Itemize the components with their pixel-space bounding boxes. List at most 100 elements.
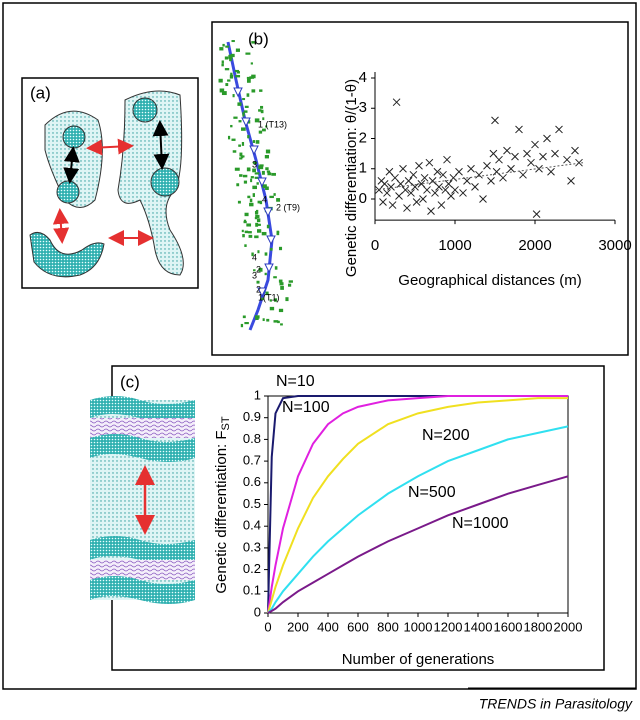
scatter-point <box>427 207 435 215</box>
x-tick-label: 1600 <box>494 619 523 634</box>
marker-stroke <box>419 195 427 203</box>
vegetation-dot <box>252 168 255 173</box>
arrow <box>86 138 134 156</box>
vegetation-dot <box>230 72 233 76</box>
patch <box>62 125 86 149</box>
marker-stroke <box>523 149 531 158</box>
vegetation-dot <box>229 58 232 62</box>
marker-stroke <box>479 195 487 203</box>
transect-marker <box>257 177 267 188</box>
vegetation-dot <box>240 323 244 328</box>
scatter-point <box>404 176 413 185</box>
vegetation-dot <box>232 94 235 98</box>
vegetation-dot <box>254 118 260 123</box>
marker-stroke <box>403 204 411 212</box>
marker-stroke <box>383 189 391 197</box>
vegetation-dot <box>258 130 263 134</box>
scatter-point <box>567 176 575 185</box>
scatter-point <box>411 183 419 191</box>
vegetation-dot <box>237 200 241 204</box>
vegetation-dot <box>224 68 230 71</box>
vegetation-dot <box>246 76 252 79</box>
scatter-point <box>483 161 491 170</box>
scatter-point <box>503 146 511 155</box>
vegetation-dot <box>254 235 259 239</box>
transect-map <box>218 40 293 331</box>
scatter-point <box>403 204 411 212</box>
marker-stroke <box>437 201 446 209</box>
marker-stroke <box>427 207 435 215</box>
vegetation-dot <box>262 318 265 322</box>
scatter-point <box>539 152 547 161</box>
x-tick-label: 1800 <box>524 619 553 634</box>
vegetation-dot <box>255 140 260 144</box>
transect-marker <box>266 235 276 246</box>
vegetation-dot <box>258 109 262 112</box>
vegetation-dot <box>249 198 253 203</box>
series-label: N=1000 <box>452 515 509 532</box>
scatter-point <box>523 149 531 158</box>
vegetation-dot <box>242 98 246 101</box>
scatter-point <box>551 149 559 158</box>
vegetation-dot <box>280 286 284 290</box>
patch <box>29 231 105 278</box>
vegetation-dot <box>222 43 225 47</box>
marker-stroke <box>391 173 399 182</box>
vegetation-dot <box>257 229 262 233</box>
vegetation-dot <box>285 297 289 302</box>
vegetation-dot <box>236 71 240 74</box>
scatter-point <box>435 183 443 191</box>
marker-stroke <box>487 176 495 185</box>
map-label: 3 <box>252 270 257 280</box>
vegetation-dot <box>228 54 232 59</box>
vegetation-dot <box>232 150 237 153</box>
series-label: N=200 <box>422 427 470 444</box>
vegetation-dot <box>247 195 251 199</box>
scatter-point <box>383 189 391 197</box>
vegetation-dot <box>243 180 248 184</box>
marker-stroke <box>443 155 451 164</box>
scatter-point <box>447 192 455 200</box>
marker-stroke <box>387 183 395 191</box>
vegetation-dot <box>244 105 249 108</box>
vegetation-dot <box>246 93 250 97</box>
scatter-point <box>409 170 418 179</box>
scatter-point <box>519 170 527 179</box>
vegetation-dot <box>229 74 234 79</box>
scatter-point <box>475 170 483 179</box>
scatter-point <box>511 152 519 161</box>
y-tick-label: 0.5 <box>243 496 261 511</box>
scatter-point <box>527 158 535 167</box>
vegetation-dot <box>264 272 267 276</box>
vegetation-dot <box>225 45 230 48</box>
vegetation-dot <box>261 170 265 175</box>
marker-stroke <box>392 98 401 107</box>
vegetation-dot <box>264 252 268 256</box>
marker-stroke <box>385 167 394 176</box>
y-tick-label: 0.1 <box>243 583 261 598</box>
vegetation-dot <box>257 250 260 254</box>
vegetation-dot <box>273 193 276 196</box>
vegetation-dot <box>254 216 258 220</box>
marker-stroke <box>420 173 429 182</box>
scatter-point <box>439 170 447 179</box>
vegetation-dot <box>237 102 242 106</box>
vegetation-dot <box>269 195 274 199</box>
vegetation-dot <box>240 155 245 158</box>
marker-stroke <box>483 161 491 170</box>
transect-marker <box>257 287 267 298</box>
scatter-point <box>531 140 539 149</box>
map-label: 2 (T9) <box>276 202 300 212</box>
vegetation-dot <box>247 120 251 124</box>
scatter-point <box>380 180 389 188</box>
vegetation-dot <box>256 223 261 226</box>
vegetation-dot <box>239 152 243 157</box>
vegetation-dot <box>252 140 256 143</box>
vegetation-dot <box>279 282 284 286</box>
marker-stroke <box>433 167 442 176</box>
scatter-point <box>543 134 551 143</box>
y-axis-title-sub: ST <box>220 416 232 430</box>
y-tick-label: 0.4 <box>243 518 261 533</box>
vegetation-dot <box>238 144 241 147</box>
